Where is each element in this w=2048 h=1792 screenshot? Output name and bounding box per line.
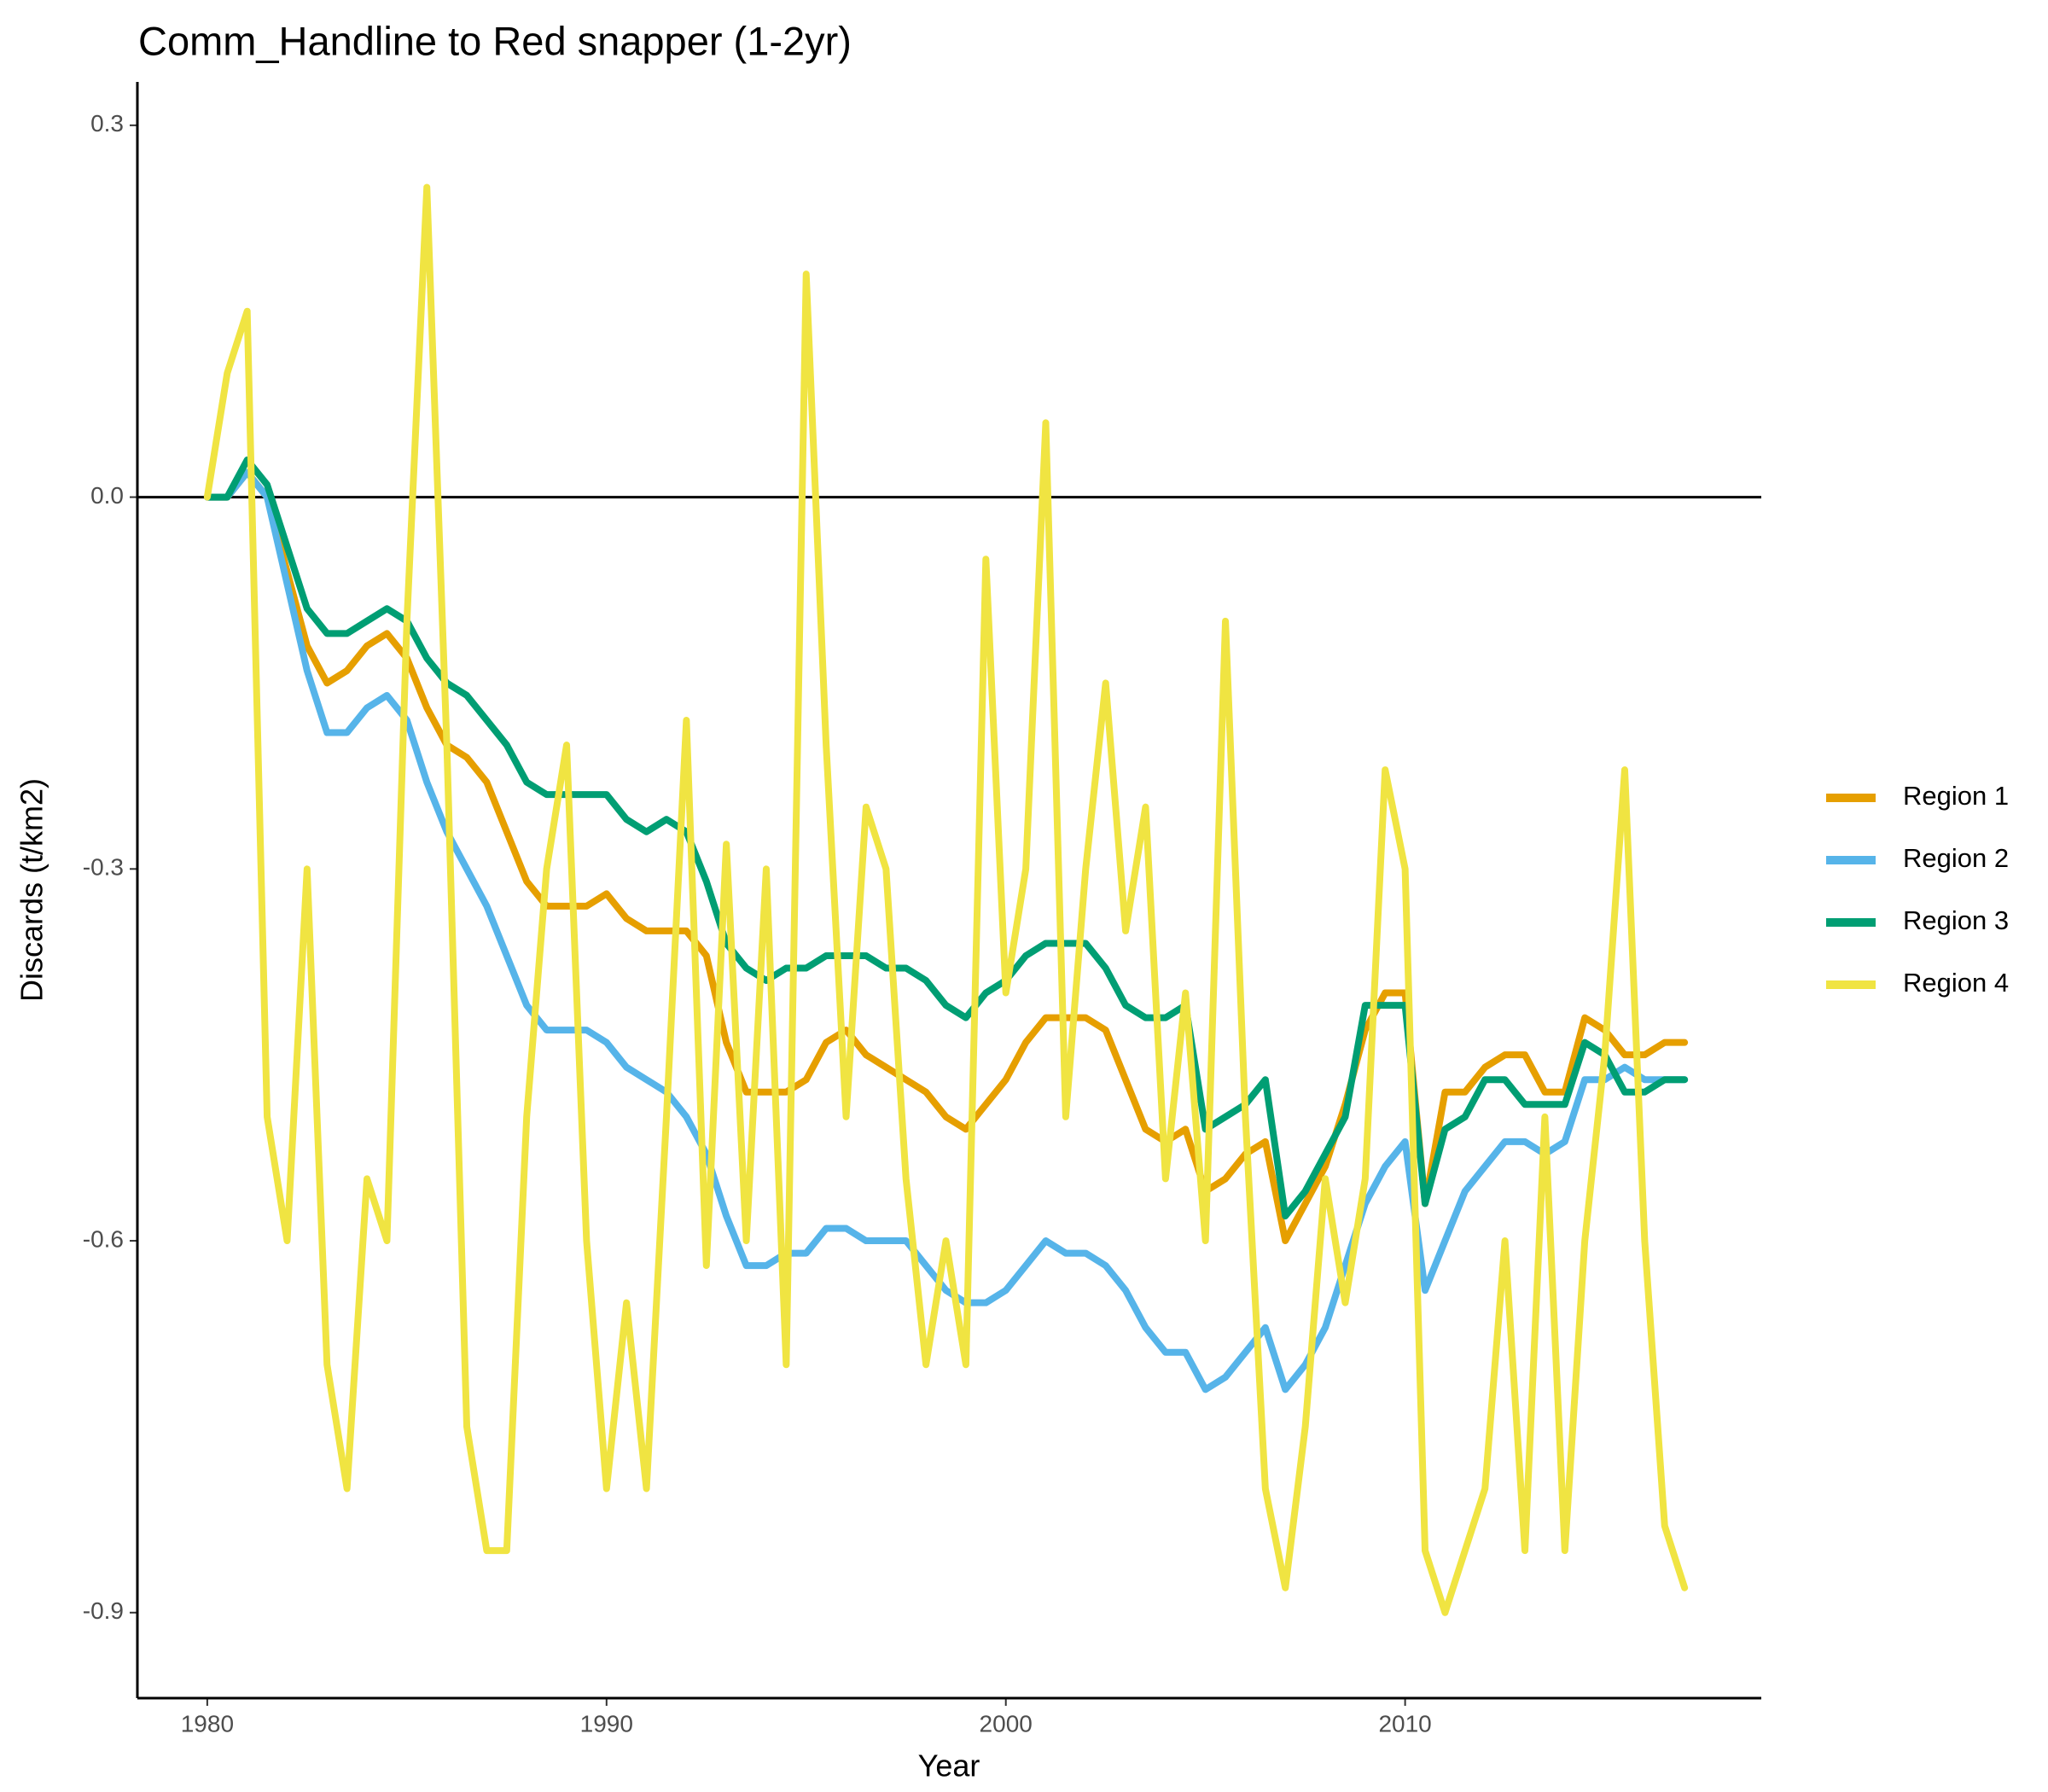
- y-tick-label: 0.3: [90, 110, 124, 137]
- series-line: [203, 468, 1689, 1393]
- series-line: [203, 457, 1689, 1219]
- x-tick-label: 1990: [580, 1710, 633, 1737]
- legend-label: Region 2: [1903, 843, 2009, 873]
- y-tick-label: -0.9: [83, 1597, 124, 1624]
- series-line: [203, 468, 1689, 1245]
- x-tick-label: 2000: [980, 1710, 1033, 1737]
- legend-label: Region 1: [1903, 781, 2009, 811]
- series-line: [203, 183, 1689, 1616]
- x-tick-label: 2010: [1378, 1710, 1431, 1737]
- y-tick-label: -0.3: [83, 854, 124, 881]
- legend-label: Region 4: [1903, 968, 2009, 998]
- y-tick-label: 0.0: [90, 482, 124, 509]
- x-axis-label: Year: [918, 1748, 980, 1783]
- y-tick-label: -0.6: [83, 1225, 124, 1252]
- x-tick-label: 1980: [181, 1710, 234, 1737]
- y-axis-label: Discards (t/km2): [15, 778, 49, 1002]
- legend-label: Region 3: [1903, 905, 2009, 935]
- chart-title: Comm_Handline to Red snapper (1-2yr): [138, 18, 852, 63]
